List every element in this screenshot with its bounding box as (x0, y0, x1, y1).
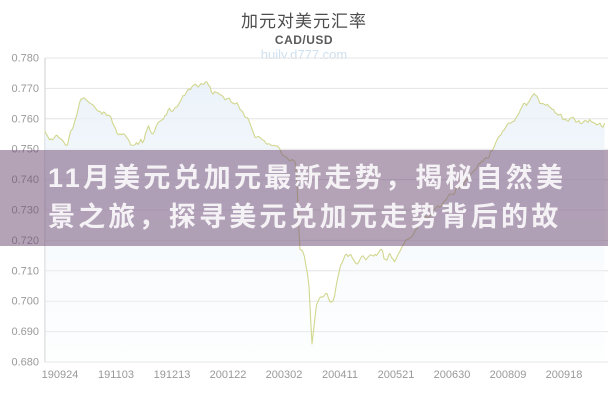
svg-text:200809: 200809 (490, 369, 527, 381)
svg-text:200302: 200302 (266, 369, 303, 381)
svg-text:200630: 200630 (434, 369, 471, 381)
svg-text:0.700: 0.700 (11, 296, 39, 308)
svg-text:191213: 191213 (154, 369, 191, 381)
svg-text:200122: 200122 (210, 369, 247, 381)
svg-text:200411: 200411 (322, 369, 358, 381)
svg-text:0.710: 0.710 (11, 265, 39, 277)
svg-text:191103: 191103 (98, 369, 134, 381)
svg-text:190924: 190924 (42, 369, 79, 381)
svg-text:0.760: 0.760 (11, 113, 39, 125)
svg-text:0.690: 0.690 (11, 326, 39, 338)
svg-text:0.780: 0.780 (11, 53, 39, 65)
svg-text:0.770: 0.770 (11, 83, 39, 95)
svg-text:200918: 200918 (546, 369, 583, 381)
svg-text:200521: 200521 (378, 369, 415, 381)
svg-text:0.680: 0.680 (11, 357, 39, 369)
